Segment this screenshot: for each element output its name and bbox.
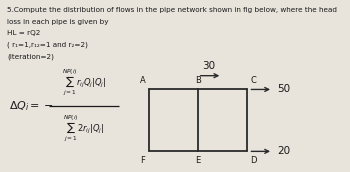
Text: A: A — [140, 76, 145, 85]
Text: $\Delta Q_i = -$: $\Delta Q_i = -$ — [9, 99, 54, 113]
Text: F: F — [140, 156, 145, 165]
Text: C: C — [250, 76, 256, 85]
Text: 5.Compute the distribution of flows in the pipe network shown in fig below, wher: 5.Compute the distribution of flows in t… — [7, 7, 337, 13]
Text: 50: 50 — [277, 84, 290, 94]
Text: E: E — [195, 156, 200, 165]
Text: 20: 20 — [277, 146, 290, 156]
Text: ( r₁=1,r₁₂=1 and r₂=2): ( r₁=1,r₁₂=1 and r₂=2) — [7, 42, 88, 49]
Text: $\sum_{j=1}^{NP(i)} r_{ij}Q_j|Q_j|$: $\sum_{j=1}^{NP(i)} r_{ij}Q_j|Q_j|$ — [62, 67, 106, 98]
Text: $\sum_{j=1}^{NP(i)} 2r_{ij}|Q_j|$: $\sum_{j=1}^{NP(i)} 2r_{ij}|Q_j|$ — [63, 114, 105, 144]
Text: (iteration=2): (iteration=2) — [7, 54, 54, 60]
Text: B: B — [195, 76, 201, 85]
Text: HL = rQ2: HL = rQ2 — [7, 30, 40, 36]
Text: 30: 30 — [202, 61, 215, 71]
Text: loss in each pipe is given by: loss in each pipe is given by — [7, 19, 108, 25]
Text: D: D — [250, 156, 256, 165]
